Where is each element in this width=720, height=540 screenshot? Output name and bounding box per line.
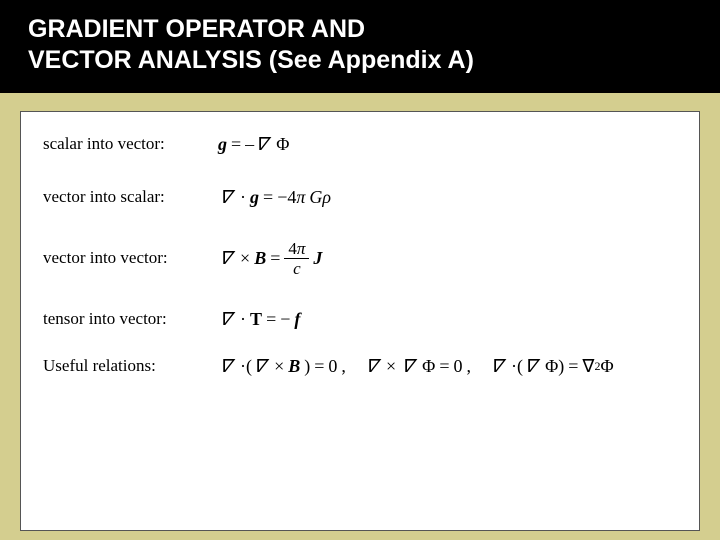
frac-numerator: 4π bbox=[284, 240, 309, 259]
sym-eq: = bbox=[263, 187, 273, 208]
sym-eq: = bbox=[568, 356, 578, 377]
sym-minus: − bbox=[280, 309, 290, 330]
sym-B: B bbox=[254, 248, 266, 269]
nabla-icon: ∇ bbox=[489, 356, 504, 377]
sym-eq: = bbox=[439, 356, 449, 377]
sym-J: J bbox=[313, 248, 322, 269]
row-scalar-into-vector: scalar into vector: g = – ∇ Φ bbox=[43, 134, 679, 155]
sym-comma: , bbox=[341, 356, 346, 377]
sym-rho: ρ bbox=[322, 187, 331, 208]
nabla-icon: ∇ bbox=[218, 248, 233, 269]
sym-rp: ) bbox=[304, 356, 310, 377]
sym-cross: × bbox=[240, 248, 250, 269]
eq-identities: ∇ · ( ∇ × B ) = 0 , ∇ × ∇ Φ = bbox=[218, 356, 614, 377]
nabla-icon: ∇ bbox=[218, 356, 233, 377]
frac-denominator: c bbox=[289, 259, 305, 277]
row-useful-relations: Useful relations: ∇ · ( ∇ × B ) = 0 , ∇ … bbox=[43, 356, 679, 377]
sym-eq: = bbox=[314, 356, 324, 377]
content-panel: scalar into vector: g = – ∇ Φ vector int… bbox=[20, 111, 700, 531]
row-tensor-into-vector: tensor into vector: ∇ · T = − f bbox=[43, 309, 679, 330]
sym-g: g bbox=[250, 187, 259, 208]
nabla-icon: ∇ bbox=[400, 356, 415, 377]
title-line-1: GRADIENT OPERATOR AND bbox=[28, 14, 692, 45]
sym-g: g bbox=[218, 134, 227, 155]
row-vector-into-scalar: vector into scalar: ∇ · g = − 4 π G ρ bbox=[43, 187, 679, 208]
label-tensor-into-vector: tensor into vector: bbox=[43, 309, 218, 329]
nabla-icon: ∇ bbox=[254, 134, 269, 155]
row-vector-into-vector: vector into vector: ∇ × B = 4π c J bbox=[43, 240, 679, 277]
sym-cross: × bbox=[274, 356, 284, 377]
sym-B: B bbox=[288, 356, 300, 377]
eq-curl: ∇ × B = 4π c J bbox=[218, 240, 322, 277]
sym-dot: · bbox=[240, 187, 246, 208]
sym-comma: , bbox=[467, 356, 472, 377]
sym-f: f bbox=[294, 309, 300, 330]
sym-cross: × bbox=[386, 356, 396, 377]
sym-eq: = bbox=[270, 248, 280, 269]
title-line-2: VECTOR ANALYSIS (See Appendix A) bbox=[28, 45, 692, 76]
eq-tensor-div: ∇ · T = − f bbox=[218, 309, 300, 330]
slide-title-bar: GRADIENT OPERATOR AND VECTOR ANALYSIS (S… bbox=[0, 0, 720, 93]
label-vector-into-vector: vector into vector: bbox=[43, 248, 218, 268]
nabla-icon: ∇ bbox=[218, 187, 233, 208]
sym-eq: = bbox=[231, 134, 241, 155]
sym-eq: = bbox=[266, 309, 276, 330]
sym-zero: 0 bbox=[328, 356, 337, 377]
nabla-icon: ∇ bbox=[218, 309, 233, 330]
eq-gradient: g = – ∇ Φ bbox=[218, 134, 289, 155]
sym-phi: Φ bbox=[545, 356, 558, 377]
nabla-icon: ∇ bbox=[523, 356, 538, 377]
sym-four: 4 bbox=[287, 187, 296, 208]
sym-phi: Φ bbox=[600, 356, 613, 377]
sym-T: T bbox=[250, 309, 262, 330]
sym-rp: ) bbox=[558, 356, 564, 377]
sym-G: G bbox=[309, 187, 322, 208]
label-vector-into-scalar: vector into scalar: bbox=[43, 187, 218, 207]
sym-pi: π bbox=[296, 187, 305, 208]
sym-minus: − bbox=[277, 187, 287, 208]
sym-zero: 0 bbox=[454, 356, 463, 377]
sym-phi: Φ bbox=[422, 356, 435, 377]
nabla-icon: ∇ bbox=[363, 356, 378, 377]
sym-nabla-plain: ∇ bbox=[582, 356, 594, 377]
nabla-icon: ∇ bbox=[252, 356, 267, 377]
label-useful-relations: Useful relations: bbox=[43, 356, 218, 376]
label-scalar-into-vector: scalar into vector: bbox=[43, 134, 218, 154]
eq-divergence: ∇ · g = − 4 π G ρ bbox=[218, 187, 331, 208]
sym-phi: Φ bbox=[276, 134, 289, 155]
sym-neg: – bbox=[245, 134, 254, 155]
sym-dot: · bbox=[240, 309, 246, 330]
fraction-4pi-c: 4π c bbox=[284, 240, 309, 277]
